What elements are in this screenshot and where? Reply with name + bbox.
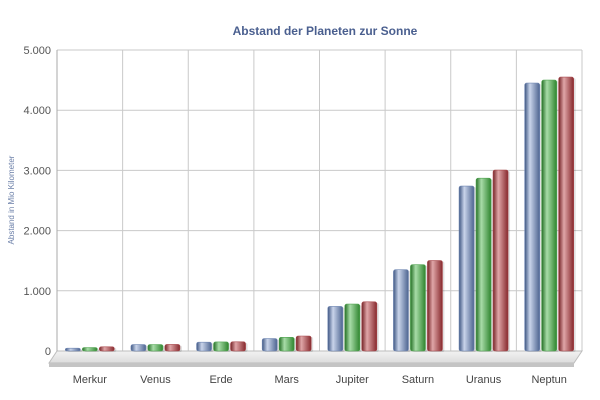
- bar: [82, 347, 98, 352]
- bar: [393, 269, 409, 352]
- x-tick-label: Merkur: [73, 374, 108, 386]
- bar: [410, 264, 426, 352]
- bar: [327, 306, 344, 352]
- bar: [427, 260, 443, 352]
- bar: [475, 177, 492, 352]
- bar: [213, 341, 229, 352]
- bar: [344, 303, 361, 352]
- bar: [196, 341, 212, 352]
- x-tick-label: Jupiter: [336, 374, 369, 386]
- bar: [524, 82, 540, 352]
- y-tick-label: 0: [45, 346, 51, 358]
- bar: [278, 336, 295, 352]
- x-tick-label: Uranus: [466, 374, 502, 386]
- bar: [164, 344, 181, 352]
- bar: [295, 335, 312, 352]
- bar: [99, 346, 115, 352]
- chart-floor: [48, 350, 583, 364]
- tick-labels: 0 1.000 2.000 3.000 4.000 5.000 Merkur Venus Erd…: [23, 45, 566, 386]
- x-tick-label: Erde: [209, 374, 232, 386]
- bar: [65, 347, 81, 352]
- y-tick-label: 4.000: [23, 105, 51, 117]
- y-axis-label: Abstand in Mio Kilometer: [7, 155, 16, 244]
- y-tick-label: 3.000: [23, 165, 51, 177]
- chart-title: Abstand der Planeten zur Sonne: [233, 24, 418, 38]
- bar: [492, 169, 509, 352]
- bar: [261, 338, 278, 352]
- y-tick-label: 5.000: [23, 45, 51, 57]
- bars: [65, 76, 576, 353]
- bar: [558, 76, 574, 352]
- bar: [147, 344, 164, 352]
- bar: [541, 79, 557, 352]
- chart-floor-edge: [49, 363, 574, 367]
- grid: [56, 49, 583, 352]
- y-tick-label: 2.000: [23, 226, 51, 238]
- y-tick-label: 1.000: [23, 286, 51, 298]
- x-tick-label: Venus: [140, 374, 171, 386]
- x-tick-label: Mars: [274, 374, 299, 386]
- x-tick-label: Saturn: [402, 374, 434, 386]
- bar: [361, 301, 378, 352]
- bar: [230, 341, 246, 352]
- bar: [130, 344, 147, 352]
- bar: [458, 185, 475, 352]
- x-tick-label: Neptun: [531, 374, 566, 386]
